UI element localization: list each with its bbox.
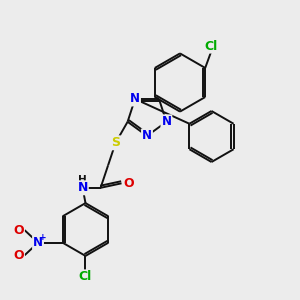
Text: N: N [130, 92, 140, 106]
Text: H: H [78, 175, 87, 185]
Text: N: N [33, 236, 43, 249]
Text: N: N [77, 181, 88, 194]
Text: +: + [39, 233, 47, 242]
Text: O: O [13, 224, 24, 237]
Text: Cl: Cl [205, 40, 218, 52]
Text: O: O [123, 177, 134, 190]
Text: S: S [111, 136, 120, 149]
Text: Cl: Cl [79, 270, 92, 284]
Text: N: N [142, 129, 152, 142]
Text: N: N [161, 115, 171, 128]
Text: O: O [13, 249, 24, 262]
